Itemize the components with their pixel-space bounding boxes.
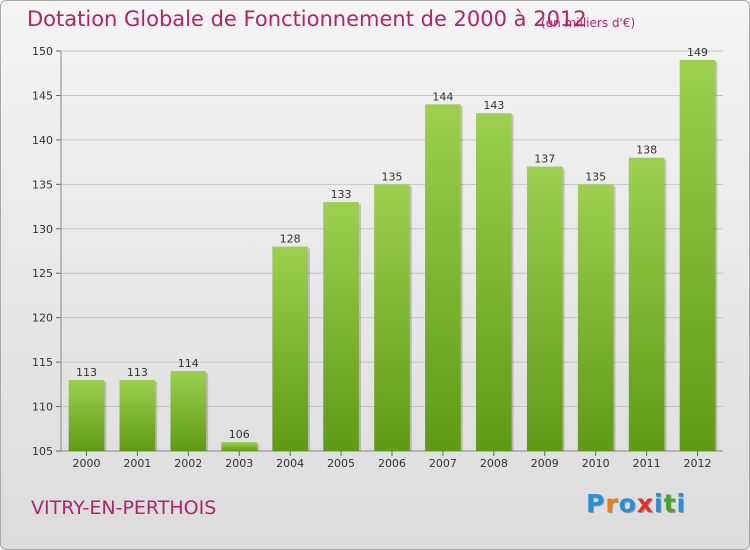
y-tick-label: 125 xyxy=(32,267,53,280)
data-label: 128 xyxy=(280,233,301,246)
y-tick-label: 110 xyxy=(32,401,53,414)
data-label: 133 xyxy=(331,188,352,201)
logo-letter: o xyxy=(618,489,637,518)
data-label: 149 xyxy=(687,46,708,59)
data-label: 144 xyxy=(432,90,453,103)
x-tick-label: 2010 xyxy=(582,457,610,470)
x-tick-label: 2006 xyxy=(378,457,406,470)
city-name: VITRY-EN-PERTHOIS xyxy=(31,497,217,519)
x-tick-label: 2011 xyxy=(633,457,661,470)
x-tick-label: 2001 xyxy=(123,457,151,470)
x-tick-label: 2004 xyxy=(276,457,304,470)
x-tick-label: 2005 xyxy=(327,457,355,470)
logo-letter: r xyxy=(605,489,619,518)
data-label: 135 xyxy=(585,170,606,183)
bar xyxy=(221,442,258,451)
bar xyxy=(170,371,207,451)
x-tick-label: 2003 xyxy=(225,457,253,470)
y-tick-label: 145 xyxy=(32,89,53,102)
chart-title: Dotation Globale de Fonctionnement de 20… xyxy=(27,7,587,31)
y-tick-label: 120 xyxy=(32,312,53,325)
x-tick-label: 2012 xyxy=(684,457,712,470)
data-label: 113 xyxy=(76,366,97,379)
y-tick-label: 150 xyxy=(32,45,53,58)
bar xyxy=(526,166,563,452)
y-tick-label: 130 xyxy=(32,223,53,236)
bar xyxy=(679,59,716,452)
proxiti-logo[interactable]: Proxiti xyxy=(586,489,686,518)
x-tick-label: 2000 xyxy=(72,457,100,470)
y-tick-label: 105 xyxy=(32,445,53,458)
data-label: 135 xyxy=(382,170,403,183)
chart-subtitle: (en milliers d'€) xyxy=(541,16,636,30)
logo-letter: t xyxy=(663,489,677,518)
x-tick-label: 2002 xyxy=(174,457,202,470)
bar xyxy=(476,113,512,451)
data-label: 137 xyxy=(534,153,555,166)
data-label: 143 xyxy=(483,99,504,112)
x-tick-label: 2008 xyxy=(480,457,508,470)
bar xyxy=(628,157,665,451)
bar xyxy=(323,202,359,451)
data-label: 138 xyxy=(636,144,657,157)
y-tick-label: 135 xyxy=(32,178,53,191)
bar xyxy=(272,246,308,451)
x-tick-label: 2009 xyxy=(531,457,559,470)
data-label: 114 xyxy=(178,357,199,370)
data-label: 106 xyxy=(229,428,250,441)
bar xyxy=(577,184,614,452)
data-label: 113 xyxy=(127,366,148,379)
logo-letter: P xyxy=(586,489,606,518)
logo-letter: i xyxy=(676,489,687,518)
y-tick-label: 140 xyxy=(32,134,53,147)
bar xyxy=(374,184,410,452)
bar xyxy=(425,104,461,451)
bar xyxy=(68,379,105,451)
y-tick-label: 115 xyxy=(32,356,53,369)
bar xyxy=(119,379,156,451)
logo-letter: x xyxy=(636,489,654,518)
logo-letter: i xyxy=(654,489,664,518)
x-tick-label: 2007 xyxy=(429,457,457,470)
